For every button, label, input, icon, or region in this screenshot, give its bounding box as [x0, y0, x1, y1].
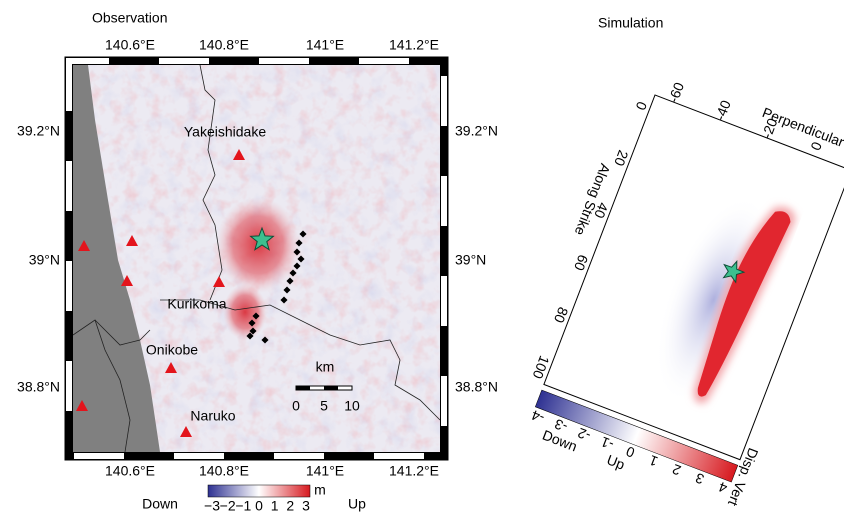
- scale-bar-fill: [324, 386, 338, 390]
- panel-title: Simulation: [598, 15, 663, 31]
- volcano: [121, 275, 133, 286]
- border: [160, 299, 441, 421]
- lon-label: 141°E: [306, 37, 344, 53]
- scale-unit: km: [316, 359, 335, 375]
- lat-label: 38.8°N: [17, 379, 60, 395]
- lon-label: 140.6°E: [105, 37, 155, 53]
- sim-top-tick: -60: [665, 80, 687, 105]
- volcano: [233, 149, 245, 160]
- sim-left-tick: 60: [571, 253, 592, 273]
- colorbar-tick: 2: [286, 498, 294, 514]
- colorbar-tick: −3: [204, 498, 220, 514]
- rupture-point: [248, 319, 256, 327]
- sim-uplift: [697, 211, 791, 397]
- sim-colorbar-tick: 3: [693, 470, 706, 488]
- sim-colorbar-tick: 1: [647, 452, 660, 470]
- colorbar-tick: −2: [220, 498, 236, 514]
- colorbar-tick: 3: [302, 498, 310, 514]
- volcano: [126, 235, 138, 246]
- map-frame: [65, 57, 448, 460]
- volcano: [180, 426, 192, 437]
- volcano: [213, 276, 225, 287]
- place-name: Onikobe: [146, 342, 198, 358]
- colorbar-high: Up: [348, 496, 366, 512]
- sim-colorbar-tick: 4: [716, 479, 729, 497]
- sim-left-tick: 100: [529, 354, 552, 382]
- border: [72, 319, 131, 453]
- volcano: [76, 400, 88, 411]
- rupture-point: [299, 230, 307, 238]
- volcano: [165, 362, 177, 373]
- colorbar-tick: −1: [235, 498, 251, 514]
- rupture-point: [283, 286, 291, 294]
- lon-label: 140.6°E: [105, 463, 155, 479]
- border: [199, 64, 223, 301]
- sim-top-tick: -40: [712, 98, 734, 123]
- lon-label: 141°E: [306, 463, 344, 479]
- rupture-point: [289, 269, 297, 277]
- rupture-point: [286, 277, 294, 285]
- sim-left-tick: 40: [591, 200, 612, 220]
- sim-colorbar-high: Up: [605, 451, 628, 472]
- colorbar: [207, 484, 311, 498]
- rupture-point: [293, 248, 301, 256]
- lon-label: 141.2°E: [389, 37, 439, 53]
- lat-label: 38.8°N: [455, 379, 498, 395]
- lat-label: 39°N: [455, 252, 486, 268]
- colorbar-low: Down: [142, 496, 178, 512]
- rupture-point: [297, 255, 305, 263]
- sim-colorbar-tick: 2: [670, 461, 683, 479]
- place-name: Naruko: [190, 408, 235, 424]
- sim-colorbar-tick: -4: [529, 407, 547, 426]
- sim-subsidence: [655, 195, 772, 404]
- sim-top-tick: -20: [758, 116, 780, 141]
- sim-colorbar-tick: -1: [598, 434, 616, 453]
- sim-left-tick: 0: [633, 99, 651, 112]
- volcano: [78, 240, 90, 251]
- simulation-panel: -60-40-200Perpendicular020406080100Along…: [529, 80, 844, 508]
- sim-left-tick: 20: [611, 148, 632, 168]
- lat-label: 39°N: [29, 252, 60, 268]
- sim-epicenter: [722, 260, 746, 284]
- uplift-area: [223, 284, 267, 340]
- rupture-point: [295, 239, 303, 247]
- sim-colorbar-tick: -3: [552, 416, 570, 435]
- colorbar-tick: 1: [271, 498, 279, 514]
- rupture-point: [246, 332, 254, 340]
- rupture-point: [280, 296, 288, 304]
- rupture-point: [249, 327, 257, 335]
- lon-label: 141.2°E: [389, 463, 439, 479]
- place-name: Yakeishidake: [184, 124, 266, 140]
- rupture-point: [261, 336, 269, 344]
- place-name: Kurikoma: [167, 296, 226, 312]
- lat-label: 39.2°N: [17, 123, 60, 139]
- lon-label: 140.8°E: [199, 463, 249, 479]
- scale-tick: 5: [320, 398, 328, 414]
- sim-left-tick: 80: [551, 305, 572, 325]
- colorbar-tick: 0: [255, 498, 263, 514]
- map-border: [64, 56, 449, 461]
- border: [94, 319, 151, 346]
- lon-label: 140.8°E: [199, 37, 249, 53]
- scale-bar-fill: [296, 386, 310, 390]
- sim-colorbar: [534, 389, 739, 483]
- rupture-point: [293, 262, 301, 270]
- epicenter: [249, 226, 275, 251]
- sim-colorbar-tick: -2: [575, 425, 593, 444]
- scale-tick: 0: [292, 398, 300, 414]
- land-mask: [73, 65, 160, 452]
- panel-title: Observation: [92, 10, 167, 26]
- colorbar-unit: m: [314, 482, 326, 498]
- lat-label: 39.2°N: [455, 123, 498, 139]
- rupture-point: [252, 312, 260, 320]
- scale-tick: 10: [344, 398, 360, 414]
